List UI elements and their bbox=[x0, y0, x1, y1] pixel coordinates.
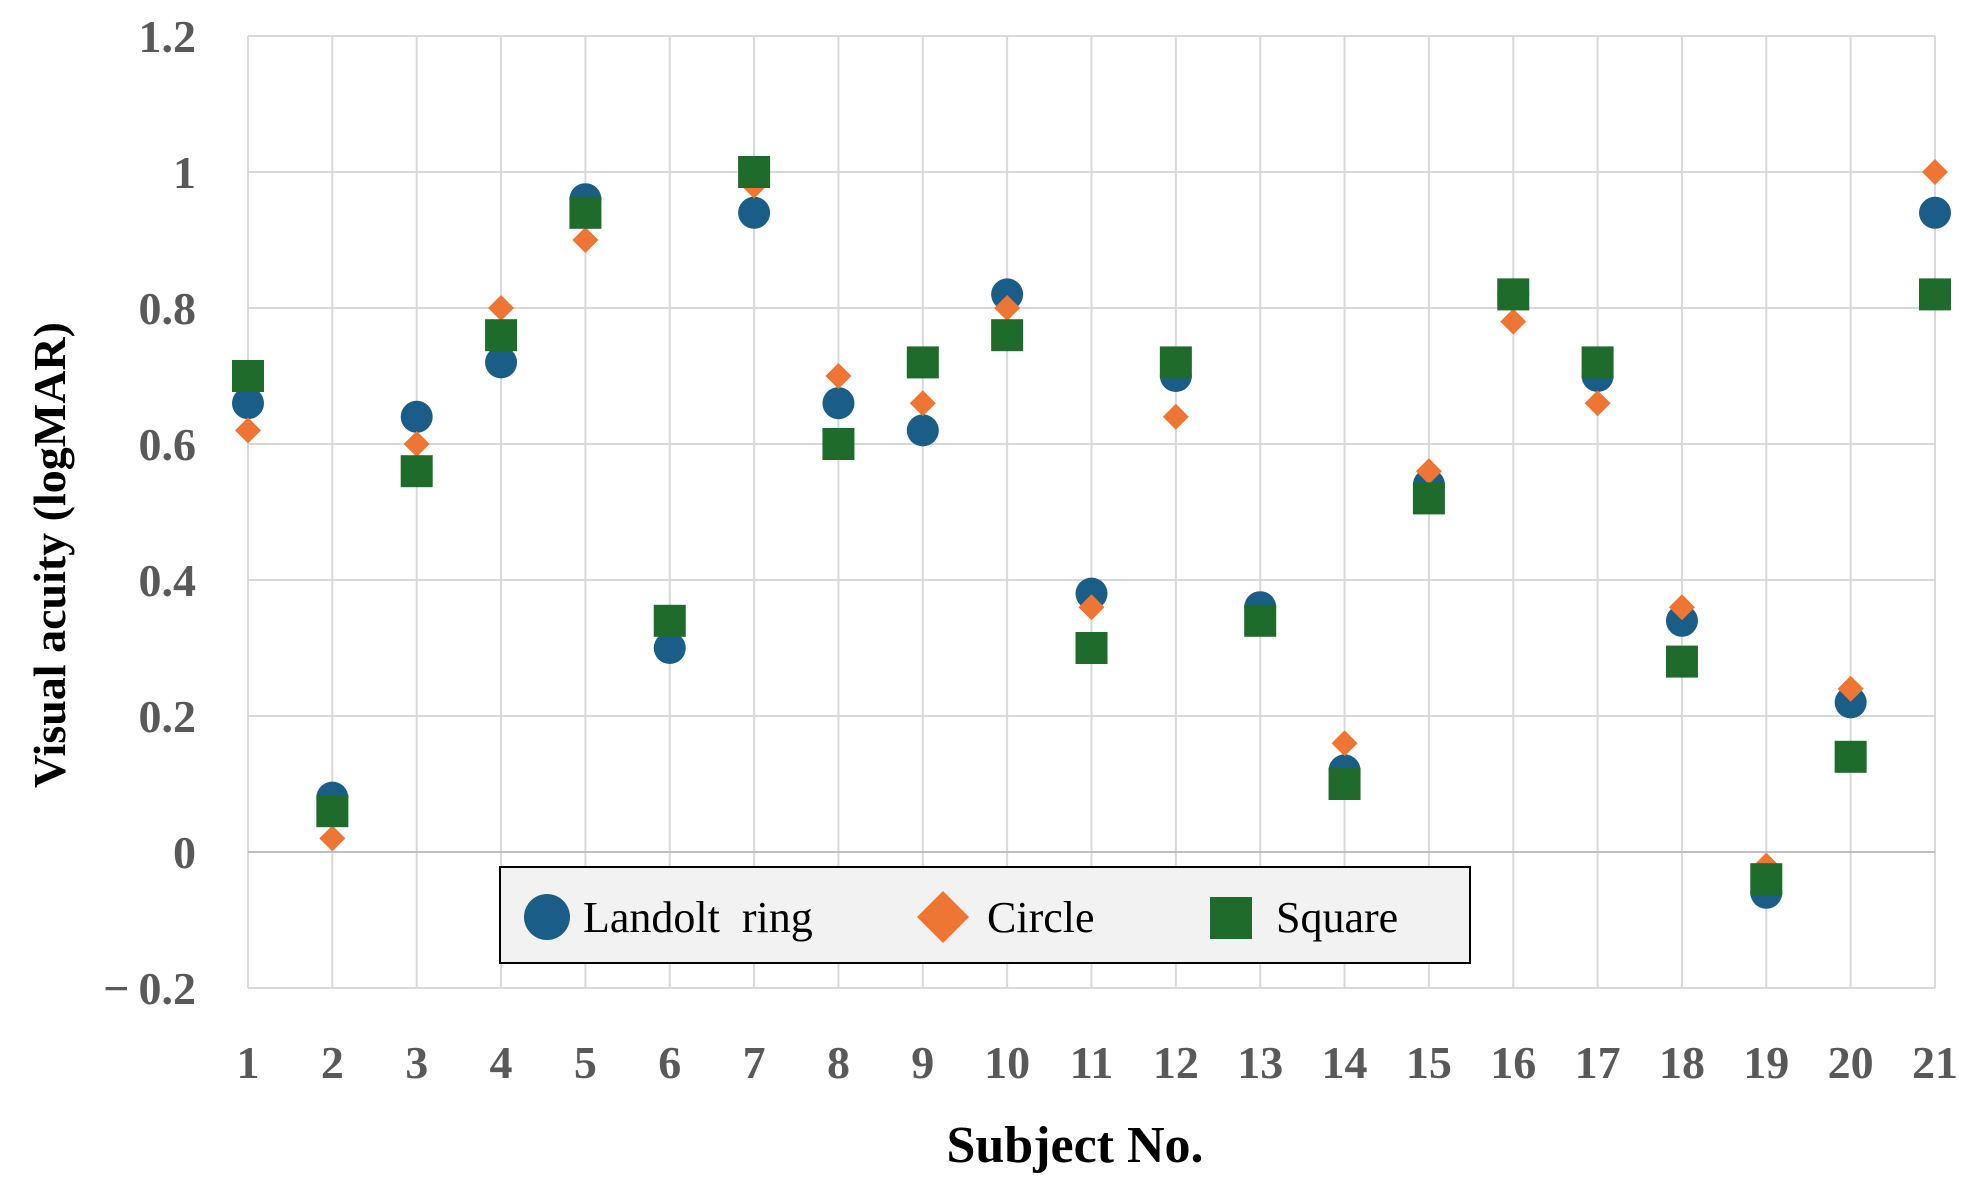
point-circle bbox=[1500, 308, 1527, 335]
point-circle bbox=[825, 363, 852, 389]
x-tick-label: 7 bbox=[743, 1037, 766, 1088]
point-circle bbox=[1162, 403, 1189, 430]
point-circle bbox=[235, 417, 261, 444]
point-landolt-ring bbox=[1665, 604, 1698, 637]
x-tick-label: 10 bbox=[984, 1037, 1030, 1088]
y-tick-label: 0.6 bbox=[139, 419, 197, 470]
point-square bbox=[991, 319, 1024, 352]
x-tick-label: 5 bbox=[574, 1037, 597, 1088]
legend-label-landolt-ring: Landolt ring bbox=[583, 893, 813, 942]
y-tick-labels: − 0.2 0 0.2 0.4 0.6 0.8 1 1.2 bbox=[103, 11, 196, 1014]
point-landolt-ring bbox=[1834, 686, 1867, 719]
y-tick-label: 0 bbox=[173, 827, 196, 878]
point-landolt-ring bbox=[906, 414, 939, 447]
legend-marker-circle bbox=[917, 891, 969, 943]
point-circle bbox=[1837, 675, 1864, 702]
point-square bbox=[1244, 604, 1277, 637]
y-tick-label: 1.2 bbox=[139, 11, 197, 62]
point-landolt-ring bbox=[485, 346, 518, 379]
point-square bbox=[1834, 740, 1867, 773]
point-landolt-ring bbox=[400, 400, 433, 433]
point-circle bbox=[909, 390, 936, 417]
point-circle bbox=[1668, 594, 1695, 621]
point-circle bbox=[1415, 458, 1442, 485]
legend-marker-landolt-ring bbox=[524, 894, 570, 940]
legend-marker-square bbox=[1210, 897, 1252, 939]
x-tick-label: 13 bbox=[1237, 1037, 1283, 1088]
point-square bbox=[1328, 768, 1361, 800]
point-landolt-ring bbox=[738, 196, 771, 229]
y-axis-title: Visual acuity (logMAR) bbox=[24, 322, 75, 788]
x-tick-label: 14 bbox=[1322, 1037, 1368, 1088]
point-square bbox=[738, 156, 771, 188]
x-tick-label: 11 bbox=[1070, 1037, 1113, 1088]
point-circle bbox=[403, 431, 430, 457]
x-tick-label: 16 bbox=[1490, 1037, 1536, 1088]
point-square bbox=[822, 428, 855, 460]
point-landolt-ring bbox=[653, 632, 686, 664]
legend-label-square: Square bbox=[1276, 893, 1398, 942]
point-square bbox=[1497, 278, 1530, 311]
x-tick-labels: 1 2 3 4 5 6 7 8 9 10 11 12 13 14 15 16 17 18 19 20 21 bbox=[237, 1037, 1959, 1088]
point-square bbox=[653, 604, 686, 637]
x-tick-label: 21 bbox=[1912, 1037, 1958, 1088]
point-square bbox=[1075, 632, 1108, 664]
y-tick-label: − 0.2 bbox=[103, 963, 196, 1014]
x-tick-label: 17 bbox=[1575, 1037, 1621, 1088]
point-landolt-ring bbox=[1075, 577, 1108, 610]
point-square bbox=[1919, 278, 1951, 311]
point-circle bbox=[994, 295, 1021, 321]
data-series bbox=[232, 156, 1951, 909]
point-circle bbox=[1078, 594, 1105, 621]
point-square bbox=[906, 346, 939, 379]
point-landolt-ring bbox=[232, 387, 264, 420]
legend: Landolt ring Circle Square bbox=[499, 866, 1471, 964]
legend-box bbox=[499, 866, 1471, 964]
x-tick-label: 3 bbox=[405, 1037, 428, 1088]
y-tick-label: 0.2 bbox=[139, 691, 197, 742]
y-tick-label: 0.8 bbox=[139, 283, 197, 334]
point-square bbox=[316, 795, 349, 828]
x-tick-label: 12 bbox=[1153, 1037, 1199, 1088]
point-circle bbox=[488, 295, 515, 321]
x-tick-label: 2 bbox=[321, 1037, 344, 1088]
point-square bbox=[232, 360, 264, 392]
x-tick-label: 19 bbox=[1743, 1037, 1789, 1088]
point-square bbox=[400, 455, 433, 488]
point-circle bbox=[1331, 730, 1358, 757]
series-square bbox=[232, 156, 1951, 896]
x-tick-label: 15 bbox=[1406, 1037, 1452, 1088]
point-circle bbox=[1922, 159, 1948, 185]
y-tick-label: 0.4 bbox=[139, 555, 197, 606]
point-square bbox=[569, 196, 602, 229]
x-tick-label: 20 bbox=[1828, 1037, 1874, 1088]
point-square bbox=[485, 319, 518, 352]
x-tick-label: 9 bbox=[911, 1037, 934, 1088]
legend-label-circle: Circle bbox=[987, 893, 1095, 942]
point-square bbox=[1412, 482, 1445, 515]
x-tick-label: 6 bbox=[658, 1037, 681, 1088]
point-square bbox=[1581, 346, 1614, 379]
x-tick-label: 1 bbox=[237, 1037, 260, 1088]
x-tick-label: 8 bbox=[827, 1037, 850, 1088]
x-tick-label: 4 bbox=[490, 1037, 513, 1088]
point-landolt-ring bbox=[1919, 196, 1951, 229]
x-axis-title: Subject No. bbox=[946, 1117, 1203, 1174]
point-circle bbox=[319, 825, 346, 852]
point-square bbox=[1665, 645, 1698, 678]
point-landolt-ring bbox=[822, 387, 855, 420]
point-square bbox=[1159, 346, 1192, 379]
x-tick-label: 18 bbox=[1659, 1037, 1705, 1088]
grid-lines bbox=[247, 35, 1936, 989]
point-circle bbox=[1584, 390, 1611, 417]
point-square bbox=[1750, 863, 1783, 896]
point-circle bbox=[572, 227, 599, 253]
point-landolt-ring bbox=[991, 278, 1024, 311]
y-tick-label: 1 bbox=[173, 147, 196, 198]
